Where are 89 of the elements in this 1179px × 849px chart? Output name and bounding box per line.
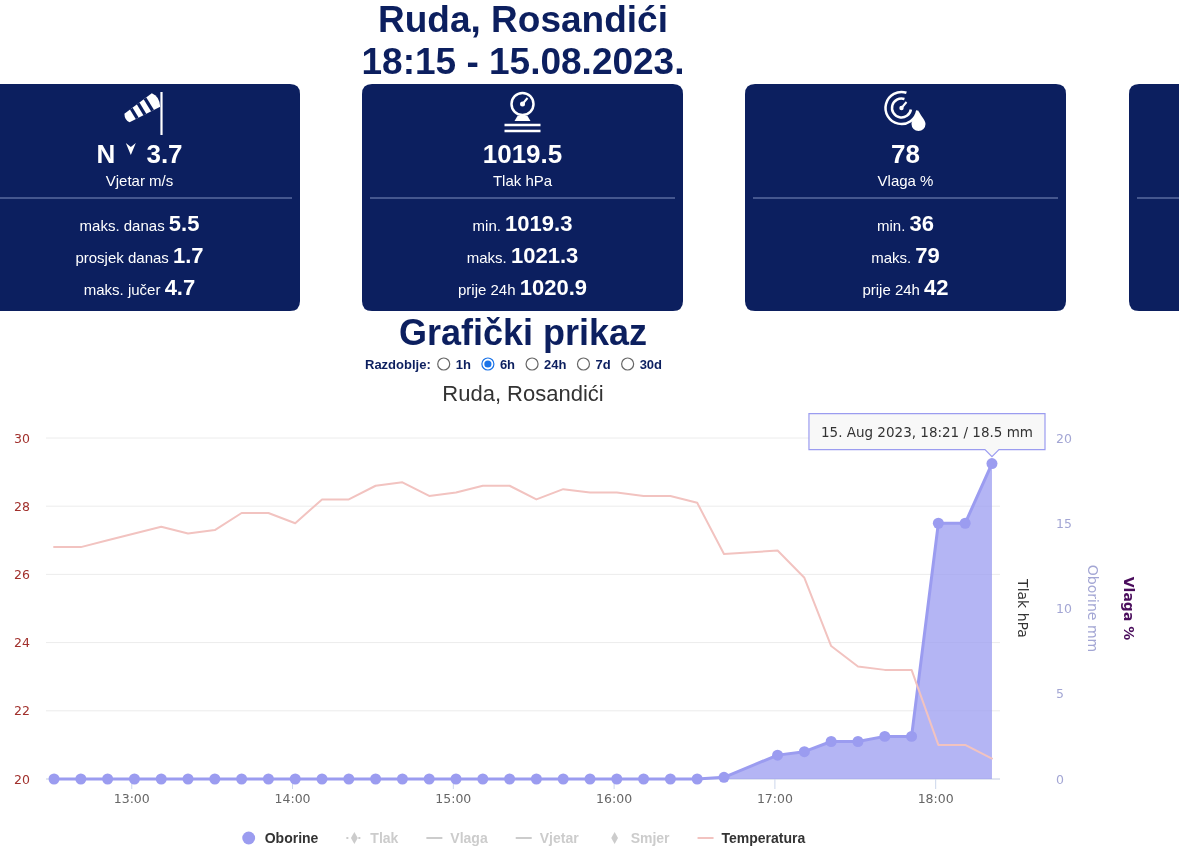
point — [370, 773, 382, 785]
text: 6h — [499, 357, 516, 372]
text: maks. jučer 4.7 — [83, 275, 196, 300]
y2-tick-label: 15 — [1056, 515, 1072, 531]
legend-label: Oborine — [264, 830, 319, 846]
x-tick-label: 17:00 — [756, 791, 793, 806]
text: Razdoblje: — [365, 357, 431, 372]
point — [825, 735, 837, 747]
text: Ruda, Rosandići — [378, 0, 668, 40]
point — [209, 773, 221, 785]
point — [236, 773, 248, 785]
y2-tick-label: 0 — [1056, 771, 1064, 787]
y-tick-label: 22 — [14, 703, 30, 719]
point — [798, 746, 810, 758]
annotation: 15. Aug 2023, 18:21 / 18.5 mm — [820, 423, 1034, 440]
y-tick-label: 20 — [14, 771, 31, 787]
text: 24h — [544, 357, 567, 372]
text: Vlaga % — [1121, 576, 1137, 641]
point — [638, 773, 650, 785]
text: 7d — [595, 357, 611, 372]
y-tick-label: 26 — [14, 566, 31, 582]
text: maks. 1021.3 — [466, 243, 579, 268]
radio-button[interactable] — [576, 357, 591, 371]
point — [879, 730, 891, 742]
y2-tick-label: 5 — [1056, 686, 1064, 702]
point — [343, 773, 355, 785]
chart-title: N 3.7 — [96, 139, 183, 169]
text: Tlak hPa — [492, 172, 553, 189]
point — [906, 730, 918, 742]
line-series — [53, 481, 993, 760]
y-tick-label: 24 — [14, 635, 31, 651]
text: Vlaga % — [877, 172, 934, 189]
point — [48, 773, 60, 785]
x-tick-label: 13:00 — [113, 791, 150, 806]
y-tick-label: 30 — [14, 430, 31, 446]
y-tick-label: 28 — [14, 498, 31, 514]
point — [611, 773, 623, 785]
point — [557, 773, 569, 785]
x-tick-label: 18:00 — [917, 791, 954, 806]
y2-axis-title: Oborine mm — [1085, 564, 1101, 653]
x-tick-label: 16:00 — [596, 791, 633, 806]
point — [450, 773, 462, 785]
text: 30d — [639, 357, 663, 372]
point — [262, 773, 274, 785]
x-tick-label: 15:00 — [435, 791, 472, 806]
radio-button[interactable] — [437, 357, 451, 371]
text: min. 36 — [877, 211, 934, 236]
point — [959, 517, 971, 529]
selected-radio-button[interactable] — [481, 357, 495, 371]
text: maks. danas 5.5 — [79, 211, 200, 236]
text: 1019.5 — [482, 139, 563, 169]
radio-button[interactable] — [525, 357, 539, 371]
text: maks. 79 — [871, 243, 940, 268]
text: 1h — [455, 357, 471, 372]
point — [664, 773, 676, 785]
legend-label: Temperatura — [721, 830, 806, 846]
x-tick-label: 14:00 — [274, 791, 311, 806]
point — [504, 773, 516, 785]
text: Vjetar m/s — [105, 172, 174, 189]
point — [772, 749, 784, 761]
point — [718, 771, 730, 783]
text: Grafički prikaz — [398, 312, 648, 353]
y2-tick-label: 10 — [1056, 601, 1072, 616]
point — [852, 735, 864, 747]
point — [396, 773, 408, 785]
point — [316, 773, 328, 785]
point — [75, 773, 87, 785]
point — [477, 773, 489, 785]
point — [155, 773, 167, 785]
radio-button[interactable] — [621, 357, 635, 371]
point — [530, 773, 542, 785]
text: prije 24h 1020.9 — [457, 275, 588, 300]
y3-axis-title: Tlak hPa — [1015, 578, 1031, 638]
point — [584, 773, 596, 785]
text: 18:15 - 15.08.2023. — [361, 41, 685, 82]
text: prije 24h 42 — [862, 275, 949, 300]
point — [986, 458, 998, 470]
text: prosjek danas 1.7 — [75, 243, 204, 268]
point — [128, 773, 140, 785]
point — [182, 773, 194, 785]
chart-title: Ruda, Rosandići — [442, 381, 604, 406]
text: min. 1019.3 — [472, 211, 573, 236]
point — [932, 517, 944, 529]
y2-tick-label: 20 — [1056, 430, 1072, 446]
point — [102, 773, 114, 785]
point — [289, 773, 301, 785]
point — [423, 773, 435, 785]
text: 78 — [891, 139, 920, 169]
point — [691, 773, 703, 785]
